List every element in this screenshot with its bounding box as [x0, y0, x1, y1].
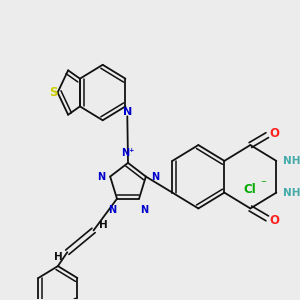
- Text: N: N: [123, 107, 132, 117]
- Text: Cl: Cl: [244, 183, 256, 196]
- Text: N: N: [108, 205, 116, 214]
- Text: NH: NH: [283, 188, 300, 198]
- Text: S: S: [49, 86, 57, 99]
- Text: N: N: [97, 172, 105, 182]
- Text: NH: NH: [283, 156, 300, 166]
- Text: O: O: [270, 127, 280, 140]
- Text: N: N: [140, 205, 148, 214]
- Text: H: H: [98, 220, 107, 230]
- Text: N: N: [151, 172, 159, 182]
- Text: ⁻: ⁻: [260, 179, 266, 189]
- Text: H: H: [53, 252, 62, 262]
- Text: N⁺: N⁺: [121, 148, 135, 158]
- Text: O: O: [270, 214, 280, 227]
